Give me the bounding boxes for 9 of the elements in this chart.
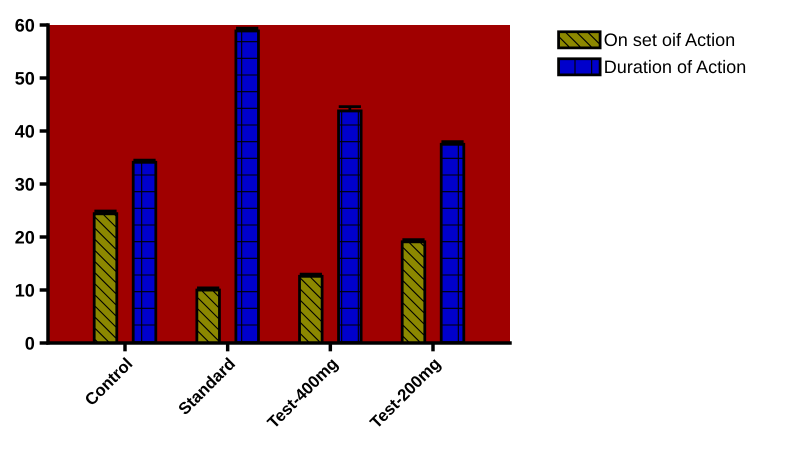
y-tick-label: 20	[15, 230, 34, 244]
y-tick-label: 10	[16, 284, 34, 297]
y-tick-label: 0	[25, 336, 34, 350]
y-tick-label: 30	[15, 178, 34, 191]
legend-label: Duration of Action	[605, 60, 746, 74]
legend-label: On set oif Action	[604, 32, 734, 46]
y-tick-label: 40	[15, 124, 34, 138]
y-tick-label: 60	[15, 18, 34, 32]
y-tick-label: 50	[15, 72, 34, 85]
